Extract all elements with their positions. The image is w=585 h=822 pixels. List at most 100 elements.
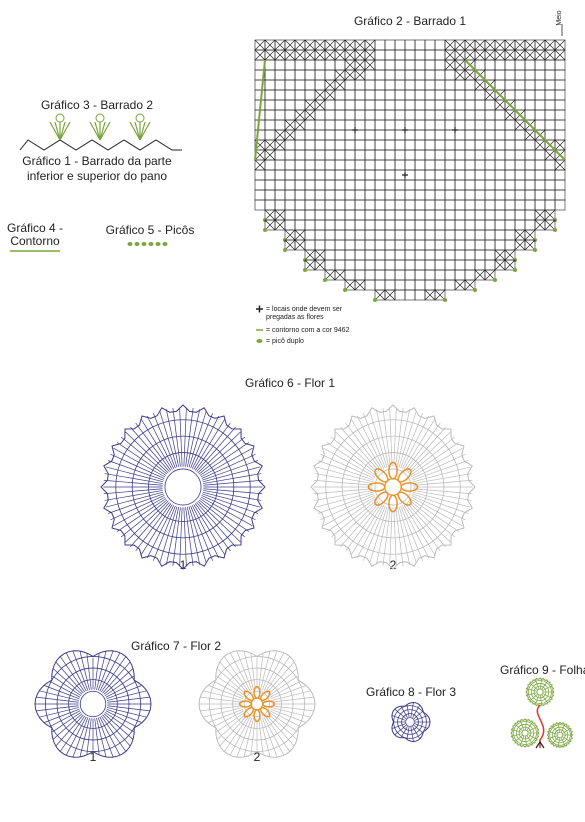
grid-cell [334,89,346,101]
flower-stroke [261,717,278,758]
grid-cell [354,99,366,111]
grid-cell [514,159,526,171]
flower-stroke [223,656,250,693]
grid-cell [354,119,366,131]
flower-stroke [527,734,538,740]
flower-stroke [105,681,136,698]
grid-cell [304,89,316,101]
flower [34,650,152,758]
flower-stroke [340,427,380,472]
grid-cell [404,79,416,91]
cross-stitch [524,49,536,61]
grid-cell [534,119,546,131]
flower [510,718,540,748]
grid-cell [404,99,416,111]
flower-stroke [389,507,393,567]
flower-stroke [313,479,373,486]
flower-stroke [107,705,150,712]
flower-stroke [526,735,534,745]
flower-stroke [395,408,404,467]
cross-stitch [314,99,326,111]
grid-cell [404,279,416,291]
grid-cell [284,169,296,181]
grid-cell [304,219,316,231]
grid-cell [334,59,346,71]
flower-stroke [551,725,559,733]
grid-cell [454,159,466,171]
grid-cell [324,99,336,111]
grid-cell [294,179,306,191]
grid-cell [464,119,476,131]
flower-stroke [413,711,424,720]
flower-stroke [369,410,388,468]
grid-cell [364,199,376,211]
grid-cell [304,119,316,131]
flower-stroke [107,460,164,481]
grid-cell [444,169,456,181]
cross-stitch [544,39,556,51]
flower-stroke [534,679,540,689]
chart1-title: Gráfico 1 - Barrado da parte [22,154,172,168]
picot [134,242,140,246]
grid-cell [484,229,496,241]
motif-stitch [49,121,61,141]
grid-cell [414,139,426,151]
flower-stroke [511,729,522,733]
grid-cell [324,59,336,71]
chart4-title: Contorno [10,234,60,248]
flower-stroke [59,715,86,752]
grid-cell [304,239,316,251]
flower-stroke [560,723,566,733]
flower-stroke [269,710,300,727]
flower-stroke [229,652,251,692]
flower-stroke [217,713,247,740]
flower-stroke [412,704,421,718]
grid-cell [434,229,446,241]
flower-stroke [412,491,471,508]
cross-stitch [494,39,506,51]
grid-cell [264,99,276,111]
grid-cell [544,169,556,181]
grid-cell [454,259,466,271]
flower-stroke [36,705,79,712]
flower-stroke [105,491,164,508]
grid-cell [284,139,296,151]
grid-cell [294,189,306,201]
grid-cell [404,89,416,101]
grid-cell [524,199,536,211]
flower-stroke [320,495,375,521]
flower-stroke [185,408,194,467]
flower-stroke [529,694,538,702]
grid-cell [494,159,506,171]
flower-stroke [410,447,463,478]
flower-stroke [405,717,415,727]
flower-stroke [250,697,264,711]
grid-cell [374,69,386,81]
grid-cell [384,159,396,171]
legend-text: = contorno com a cor 9462 [266,327,350,334]
grid-cell [374,209,386,221]
grid-cell [524,149,536,161]
flower-stroke [396,409,411,468]
grid-cell [314,149,326,161]
grid-cell [524,209,536,221]
grid-cell [324,159,336,171]
flower-stroke [408,436,456,475]
flower-stroke [363,505,386,561]
flower-stroke [270,707,311,718]
cross-stitch [454,69,466,81]
cross-stitch [294,39,306,51]
grid-cell [334,259,346,271]
grid-cell [314,189,326,201]
grid-cell [434,129,446,141]
flower-stroke [125,431,169,474]
grid-cell [344,219,356,231]
flower-stroke [536,688,544,696]
grid-cell [484,189,496,201]
grid-cell [384,229,396,241]
grid-cell [394,239,406,251]
grid-cell [254,199,266,211]
grid-cell [334,159,346,171]
grid-cell [494,79,506,91]
flower-stroke [542,685,553,691]
